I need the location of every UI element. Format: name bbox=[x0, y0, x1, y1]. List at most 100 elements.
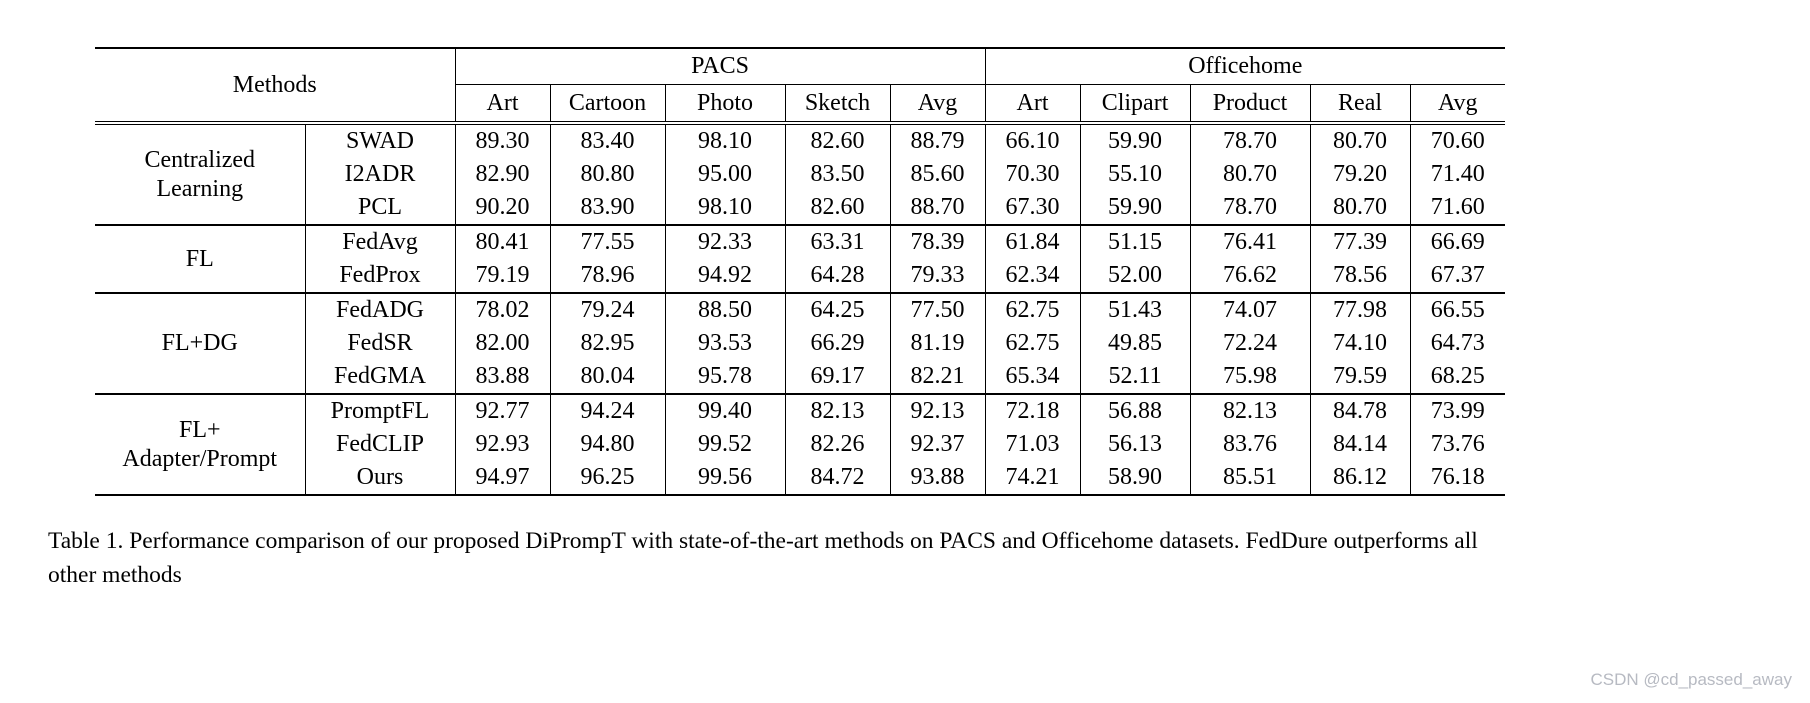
value-cell: 94.24 bbox=[549, 394, 666, 428]
value-cell: 80.41 bbox=[454, 225, 551, 259]
value-cell: 58.90 bbox=[1079, 461, 1191, 495]
value-cell: 93.88 bbox=[889, 461, 986, 495]
value-cell: 83.76 bbox=[1189, 428, 1311, 461]
value-cell: 52.11 bbox=[1079, 360, 1191, 394]
value-cell: 76.18 bbox=[1409, 461, 1506, 495]
value-cell: 82.95 bbox=[549, 327, 666, 360]
value-cell: 92.37 bbox=[889, 428, 986, 461]
value-cell: 77.50 bbox=[889, 293, 986, 327]
value-cell: 63.31 bbox=[784, 225, 891, 259]
value-cell: 82.26 bbox=[784, 428, 891, 461]
value-cell: 62.75 bbox=[984, 327, 1081, 360]
table-row: FedCLIP 92.93 94.80 99.52 82.26 92.37 71.03 56.… bbox=[95, 428, 1506, 461]
col-header-oh-clipart: Clipart bbox=[1079, 84, 1191, 123]
method-group: Centralized Learning SWAD 89.30 83.40 98.10 82… bbox=[95, 123, 1506, 225]
value-cell: 67.37 bbox=[1409, 259, 1506, 293]
value-cell: 71.03 bbox=[984, 428, 1081, 461]
value-cell: 73.99 bbox=[1409, 394, 1506, 428]
pacs-group-header: PACS bbox=[454, 48, 986, 85]
value-cell: 64.25 bbox=[784, 293, 891, 327]
value-cell: 83.90 bbox=[549, 191, 666, 225]
value-cell: 82.60 bbox=[784, 191, 891, 225]
method-cell: FedADG bbox=[304, 293, 456, 327]
value-cell: 82.00 bbox=[454, 327, 551, 360]
value-cell: 92.13 bbox=[889, 394, 986, 428]
methods-header: Methods bbox=[95, 48, 456, 124]
value-cell: 56.88 bbox=[1079, 394, 1191, 428]
value-cell: 77.55 bbox=[549, 225, 666, 259]
method-cell: I2ADR bbox=[305, 158, 456, 191]
value-cell: 59.90 bbox=[1079, 191, 1191, 225]
value-cell: 78.02 bbox=[454, 293, 551, 327]
value-cell: 67.30 bbox=[984, 191, 1081, 225]
value-cell: 82.13 bbox=[784, 394, 891, 428]
category-line: Learning bbox=[156, 175, 244, 202]
value-cell: 51.43 bbox=[1079, 293, 1191, 327]
value-cell: 72.18 bbox=[984, 394, 1081, 428]
value-cell: 79.59 bbox=[1309, 360, 1411, 394]
value-cell: 61.84 bbox=[984, 225, 1081, 259]
value-cell: 85.51 bbox=[1189, 461, 1311, 495]
value-cell: 66.29 bbox=[784, 327, 891, 360]
value-cell: 95.78 bbox=[664, 360, 786, 394]
value-cell: 62.75 bbox=[984, 293, 1081, 327]
value-cell: 80.04 bbox=[549, 360, 666, 394]
value-cell: 89.30 bbox=[454, 123, 551, 158]
value-cell: 78.70 bbox=[1189, 191, 1311, 225]
value-cell: 80.70 bbox=[1189, 158, 1311, 191]
value-cell: 82.90 bbox=[454, 158, 551, 191]
value-cell: 92.33 bbox=[664, 225, 786, 259]
table-caption: Table 1. Performance comparison of our p… bbox=[48, 528, 1478, 588]
category-line: FL+DG bbox=[161, 330, 238, 357]
value-cell: 84.72 bbox=[784, 461, 891, 495]
value-cell: 68.25 bbox=[1409, 360, 1506, 394]
value-cell: 49.85 bbox=[1079, 327, 1191, 360]
value-cell: 84.14 bbox=[1309, 428, 1411, 461]
value-cell: 82.60 bbox=[784, 123, 891, 158]
value-cell: 56.13 bbox=[1079, 428, 1191, 461]
value-cell: 82.13 bbox=[1189, 394, 1311, 428]
method-cell: FedCLIP bbox=[305, 428, 456, 461]
table-row: FedProx 79.19 78.96 94.92 64.28 79.33 62.34 52.… bbox=[95, 259, 1506, 293]
method-cell: FedSR bbox=[305, 327, 456, 360]
table-row: FedSR 82.00 82.95 93.53 66.29 81.19 62.75 49.85… bbox=[95, 327, 1506, 360]
value-cell: 88.79 bbox=[889, 123, 986, 158]
value-cell: 78.39 bbox=[889, 225, 986, 259]
value-cell: 83.88 bbox=[454, 360, 551, 394]
method-group: FL+ Adapter/Prompt PromptFL 92.77 94.24 99.40… bbox=[95, 394, 1506, 495]
value-cell: 83.50 bbox=[784, 158, 891, 191]
category-line: Adapter/Prompt bbox=[122, 445, 278, 472]
col-header-pacs-sketch: Sketch bbox=[784, 84, 891, 123]
value-cell: 77.98 bbox=[1309, 293, 1411, 327]
value-cell: 62.34 bbox=[984, 259, 1081, 293]
value-cell: 86.12 bbox=[1309, 461, 1411, 495]
value-cell: 77.39 bbox=[1309, 225, 1411, 259]
value-cell: 76.62 bbox=[1189, 259, 1311, 293]
value-cell: 69.17 bbox=[784, 360, 891, 394]
col-header-pacs-photo: Photo bbox=[664, 84, 786, 123]
value-cell: 96.25 bbox=[549, 461, 666, 495]
value-cell: 74.07 bbox=[1189, 293, 1311, 327]
method-cell: SWAD bbox=[304, 123, 456, 158]
value-cell: 80.70 bbox=[1309, 191, 1411, 225]
value-cell: 94.80 bbox=[549, 428, 666, 461]
value-cell: 85.60 bbox=[889, 158, 986, 191]
value-cell: 92.93 bbox=[454, 428, 551, 461]
value-cell: 51.15 bbox=[1079, 225, 1191, 259]
table-row: Centralized Learning SWAD 89.30 83.40 98.10 82… bbox=[95, 123, 1506, 225]
value-cell: 78.70 bbox=[1189, 123, 1311, 158]
value-cell: 84.78 bbox=[1309, 394, 1411, 428]
method-cell: FedProx bbox=[305, 259, 456, 293]
results-table: Methods PACS Officehome Art Cartoon Phot… bbox=[95, 47, 1506, 496]
category-line: Centralized bbox=[144, 147, 256, 174]
table-row: FL+ Adapter/Prompt PromptFL 92.77 94.24 99.40… bbox=[95, 394, 1506, 495]
value-cell: 82.21 bbox=[889, 360, 986, 394]
value-cell: 99.56 bbox=[664, 461, 786, 495]
table-row: FedGMA 83.88 80.04 95.78 69.17 82.21 65.34 52.1… bbox=[95, 360, 1506, 394]
col-header-oh-product: Product bbox=[1189, 84, 1311, 123]
value-cell: 52.00 bbox=[1079, 259, 1191, 293]
category-cell: FL+DG bbox=[95, 293, 306, 394]
value-cell: 59.90 bbox=[1079, 123, 1191, 158]
value-cell: 99.40 bbox=[664, 394, 786, 428]
